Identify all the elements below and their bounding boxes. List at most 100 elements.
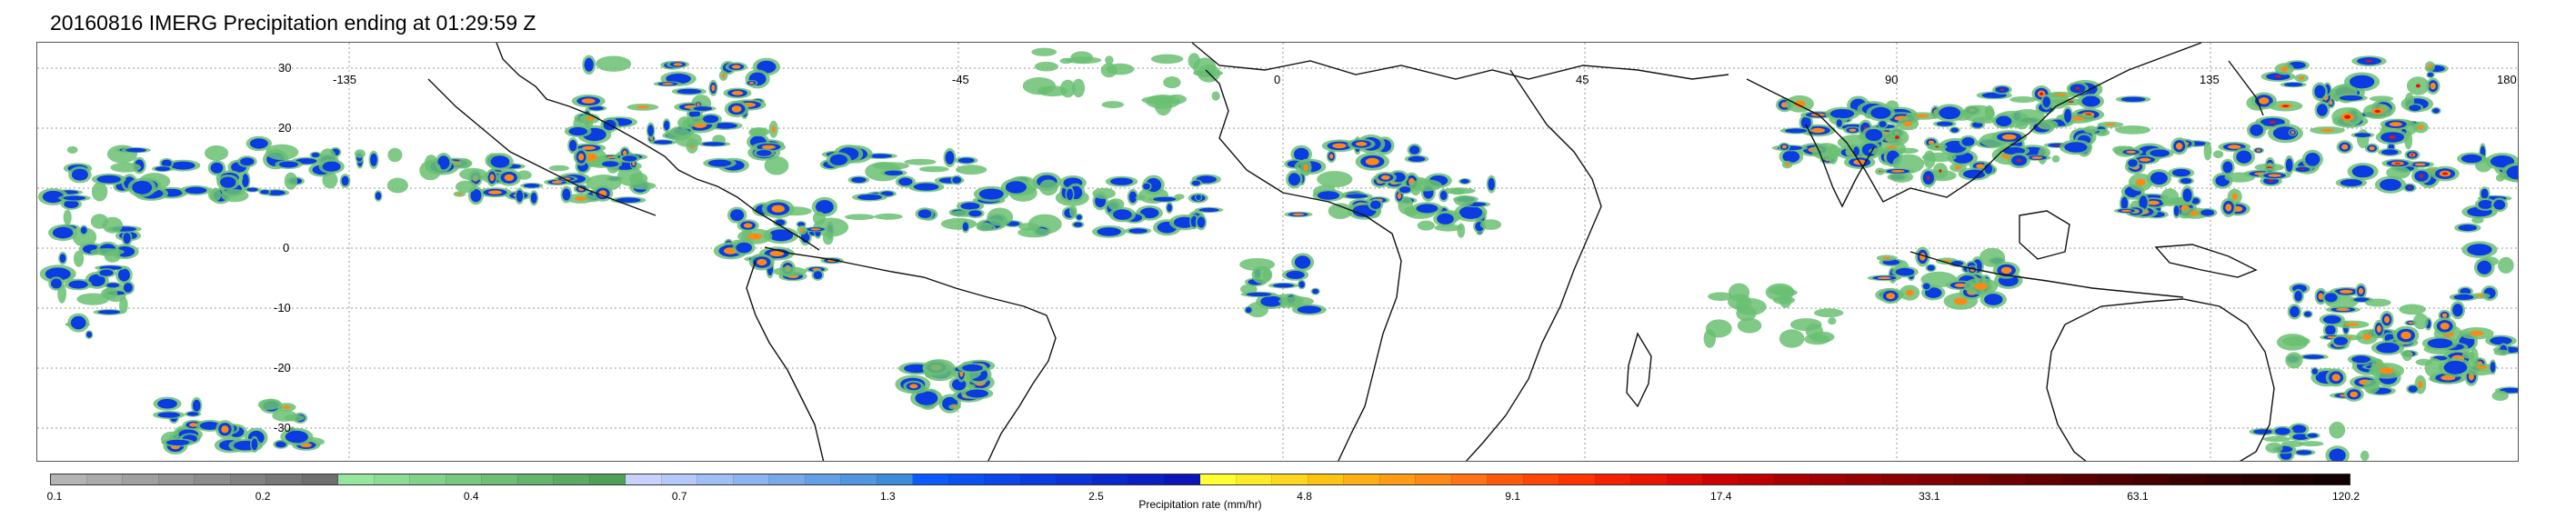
coastline-indonesia <box>1909 251 2184 298</box>
rain-area-moderate <box>2461 154 2482 164</box>
rain-area <box>2265 442 2283 454</box>
rain-area-moderate <box>2477 260 2492 274</box>
lat-label-30: 30 <box>278 61 292 75</box>
rain-area-heavy <box>2376 325 2381 333</box>
rain-area <box>221 189 249 203</box>
rain-area-moderate <box>2285 158 2293 173</box>
rain-area <box>1106 63 1135 75</box>
colorbar-swatch <box>1990 474 2027 484</box>
colorbar-swatch <box>1020 474 1057 484</box>
rain-area-heavy <box>771 125 776 133</box>
rain-area-moderate <box>2351 165 2374 178</box>
lon-label-minus45: -45 <box>952 73 969 86</box>
rain-area-intense <box>2389 135 2396 139</box>
rain-area-heavy <box>2384 315 2390 324</box>
rain-area-moderate <box>562 188 571 201</box>
colorbar-swatch <box>1919 474 1955 484</box>
colorbar-swatch <box>913 474 949 484</box>
rain-area-moderate <box>1260 295 1283 307</box>
rain-area <box>1768 285 1793 295</box>
rain-area <box>354 149 366 158</box>
rain-area-moderate <box>2139 195 2148 210</box>
rain-area <box>1409 179 1442 192</box>
rain-area-moderate <box>1197 216 1206 228</box>
rain-area-moderate <box>2292 434 2310 441</box>
rain-area-moderate <box>1297 305 1322 314</box>
coastline-japan <box>2228 60 2264 116</box>
rain-area-moderate <box>260 190 269 195</box>
rain-area-moderate <box>1198 207 1219 213</box>
rain-area-moderate <box>157 398 177 409</box>
rain-area-moderate <box>123 283 133 293</box>
rain-area-moderate <box>80 226 87 235</box>
rain-area <box>284 172 298 190</box>
rain-area-moderate <box>1879 121 1887 127</box>
rain-area-heavy <box>504 174 515 182</box>
rain-area <box>63 209 72 225</box>
colorbar-swatch <box>2313 474 2350 484</box>
rain-area <box>955 165 987 175</box>
colorbar-tick-label: 17.4 <box>1710 490 1732 503</box>
rain-area-heavy <box>2070 116 2085 121</box>
rain-area-heavy <box>2428 64 2432 69</box>
rain-area-heavy <box>2418 381 2423 389</box>
rain-area-heavy <box>2430 83 2436 90</box>
rain-area-moderate <box>1870 106 1891 119</box>
rain-area-moderate <box>978 188 1004 200</box>
rain-area-moderate <box>50 278 62 289</box>
rain-area-heavy <box>1886 293 1895 300</box>
rain-area-moderate <box>220 176 236 188</box>
colorbar-swatch <box>302 474 338 484</box>
rain-area-moderate <box>2333 336 2348 345</box>
rain-area <box>586 175 622 192</box>
rain-area-moderate <box>2171 168 2190 177</box>
rain-area-moderate <box>2349 75 2375 89</box>
rain-area <box>1708 292 1733 302</box>
rain-area <box>548 165 570 172</box>
rain-area-heavy <box>1973 283 1988 290</box>
rain-area-moderate <box>1286 270 1305 279</box>
coastline-africa <box>1205 69 1402 461</box>
rain-area-moderate <box>962 222 968 232</box>
rain-area-moderate <box>240 157 255 166</box>
rain-area-moderate <box>2150 172 2168 185</box>
rain-area-intense <box>2269 179 2274 183</box>
rain-area-moderate <box>1272 283 1295 288</box>
coastline-south-america <box>764 246 1057 461</box>
rain-area <box>1737 317 1762 334</box>
rain-area-moderate <box>1961 137 1975 146</box>
rain-area-moderate <box>275 441 286 448</box>
rain-area-moderate <box>186 412 199 416</box>
rain-area-heavy <box>761 145 776 149</box>
rain-area-heavy <box>2336 308 2350 312</box>
rain-area-moderate <box>1829 109 1855 119</box>
colorbar-swatch <box>626 474 662 484</box>
rain-area <box>74 250 85 267</box>
rain-area-heavy <box>2256 149 2261 152</box>
rain-area-moderate <box>1784 128 1808 134</box>
rain-area <box>456 180 476 194</box>
rain-area-heavy <box>2476 365 2489 369</box>
rain-area <box>1479 219 1502 230</box>
rain-area-moderate <box>756 150 772 156</box>
rain-area-moderate <box>2236 150 2252 164</box>
rain-area-heavy <box>2401 331 2411 340</box>
rain-area-heavy <box>575 196 587 201</box>
rain-area-moderate <box>2481 188 2489 199</box>
rain-area-moderate <box>713 123 737 129</box>
rain-area-moderate <box>157 412 181 418</box>
rain-area <box>516 170 532 180</box>
colorbar-swatch <box>446 474 482 484</box>
colorbar-swatch <box>1200 474 1237 484</box>
rain-area-moderate <box>2351 355 2371 364</box>
page-title: 20160816 IMERG Precipitation ending at 0… <box>50 11 536 35</box>
rain-area-moderate <box>341 175 349 186</box>
rain-area-heavy <box>2121 209 2131 213</box>
colorbar-swatch <box>2026 474 2062 484</box>
rain-area-intense <box>2266 166 2272 169</box>
precipitation-areas <box>37 47 2518 461</box>
coastline-australia <box>2064 298 2275 461</box>
rain-area-moderate <box>1110 177 1133 185</box>
colorbar-tick-label: 0.7 <box>671 490 687 503</box>
colorbar-swatch <box>1847 474 1883 484</box>
